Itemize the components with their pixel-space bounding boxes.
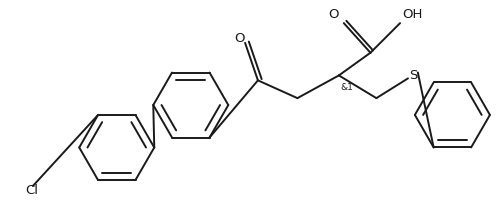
Text: Cl: Cl [25,184,38,197]
Text: OH: OH [402,8,423,21]
Text: O: O [234,32,244,45]
Text: S: S [409,69,417,82]
Text: &1: &1 [341,83,354,92]
Text: O: O [328,8,339,21]
